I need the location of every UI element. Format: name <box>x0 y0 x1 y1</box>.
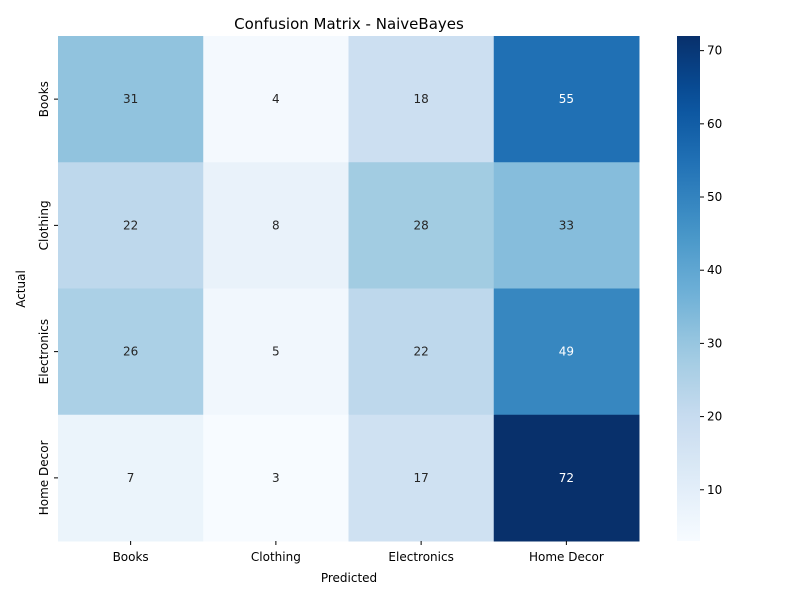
heatmap-cells: 31 4 18 55 22 8 28 33 26 5 22 49 7 3 17 72 <box>58 36 640 542</box>
heatmap-cell <box>348 36 495 163</box>
cell-value-label: 4 <box>272 92 280 106</box>
cell-value-label: 7 <box>127 471 135 485</box>
heatmap-cell <box>58 414 204 542</box>
heatmap-cell <box>348 162 495 289</box>
y-axis-label: Actual <box>14 270 28 308</box>
y-tick-label: Books <box>37 81 51 117</box>
heatmap-cell <box>58 288 204 416</box>
x-tick-label: Electronics <box>388 550 453 564</box>
x-axis-ticks: Books Clothing Electronics Home Decor <box>113 541 604 564</box>
colorbar: 10 20 30 40 50 60 70 <box>677 36 722 541</box>
y-tick-label: Electronics <box>37 319 51 384</box>
x-tick-label: Home Decor <box>529 550 604 564</box>
heatmap-cell <box>58 36 204 163</box>
cell-value-label: 17 <box>413 471 428 485</box>
y-axis-ticks: Books Clothing Electronics Home Decor <box>37 81 58 515</box>
colorbar-gradient <box>677 36 700 541</box>
cell-value-label: 33 <box>559 218 574 232</box>
heatmap-cell <box>348 414 495 542</box>
colorbar-tick-label: 40 <box>707 263 722 277</box>
cell-value-label: 8 <box>272 218 280 232</box>
colorbar-tick-label: 70 <box>707 44 722 58</box>
cell-value-label: 18 <box>413 92 428 106</box>
heatmap-cell <box>203 414 349 542</box>
y-tick-label: Clothing <box>37 200 51 250</box>
heatmap-cell <box>58 162 204 289</box>
cell-value-label: 31 <box>123 92 138 106</box>
x-tick-label: Books <box>113 550 149 564</box>
colorbar-tick-label: 10 <box>707 483 722 497</box>
heatmap-cell <box>203 288 349 416</box>
colorbar-tick-label: 30 <box>707 336 722 350</box>
cell-value-label: 3 <box>272 471 280 485</box>
colorbar-tick-label: 20 <box>707 410 722 424</box>
x-tick-label: Clothing <box>251 550 301 564</box>
cell-value-label: 72 <box>559 471 574 485</box>
y-tick-label: Home Decor <box>37 440 51 515</box>
colorbar-tick-label: 60 <box>707 117 722 131</box>
heatmap-cell <box>348 288 495 416</box>
chart-title: Confusion Matrix - NaiveBayes <box>234 15 464 33</box>
heatmap-cell <box>203 162 349 289</box>
cell-value-label: 22 <box>413 345 428 359</box>
x-axis-label: Predicted <box>321 571 377 585</box>
cell-value-label: 22 <box>123 218 138 232</box>
cell-value-label: 49 <box>559 345 574 359</box>
colorbar-tick-label: 50 <box>707 190 722 204</box>
cell-value-label: 5 <box>272 345 280 359</box>
heatmap-cell <box>203 36 349 163</box>
cell-value-label: 28 <box>413 218 428 232</box>
cell-value-label: 26 <box>123 345 138 359</box>
cell-value-label: 55 <box>559 92 574 106</box>
heatmap-cell <box>493 288 640 416</box>
heatmap-cell <box>493 414 640 542</box>
heatmap-cell <box>493 36 640 163</box>
heatmap-cell <box>493 162 640 289</box>
